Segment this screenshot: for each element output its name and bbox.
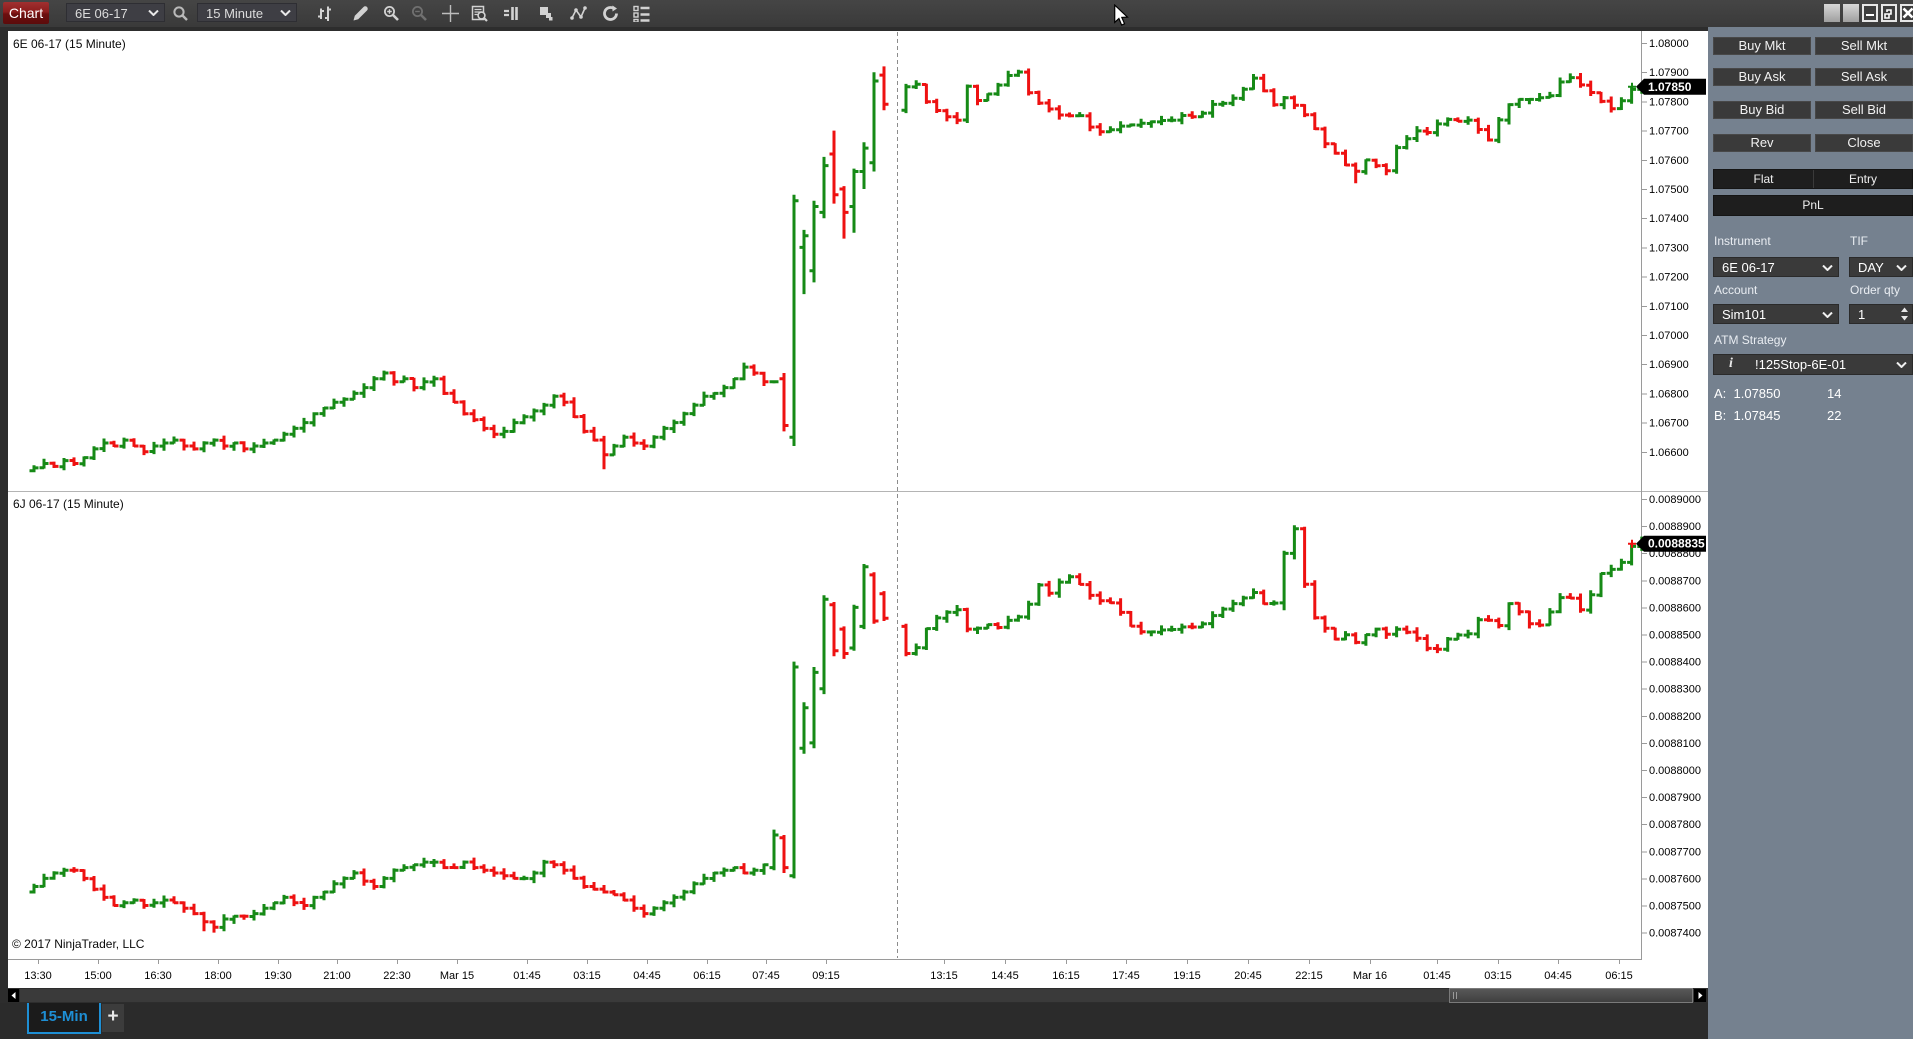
svg-text:0.0088000: 0.0088000 — [1649, 765, 1701, 777]
svg-text:0.0089000: 0.0089000 — [1649, 494, 1701, 506]
svg-text:04:45: 04:45 — [633, 970, 661, 982]
svg-text:0.0087800: 0.0087800 — [1649, 819, 1701, 831]
svg-text:07:45: 07:45 — [752, 970, 780, 982]
svg-text:© 2017 NinjaTrader, LLC: © 2017 NinjaTrader, LLC — [12, 937, 145, 951]
svg-text:1.06800: 1.06800 — [1649, 388, 1689, 400]
svg-text:1.07300: 1.07300 — [1649, 242, 1689, 254]
svg-text:1.07500: 1.07500 — [1649, 184, 1689, 196]
svg-text:22:15: 22:15 — [1295, 970, 1323, 982]
svg-text:6E 06-17 (15 Minute): 6E 06-17 (15 Minute) — [13, 37, 126, 51]
svg-text:0.0088400: 0.0088400 — [1649, 657, 1701, 669]
svg-text:1.06700: 1.06700 — [1649, 418, 1689, 430]
svg-text:15:00: 15:00 — [84, 970, 112, 982]
svg-text:13:15: 13:15 — [930, 970, 958, 982]
svg-text:0.0087600: 0.0087600 — [1649, 873, 1701, 885]
svg-text:06:15: 06:15 — [693, 970, 721, 982]
svg-text:17:45: 17:45 — [1112, 970, 1140, 982]
svg-text:19:15: 19:15 — [1173, 970, 1201, 982]
svg-text:04:45: 04:45 — [1544, 970, 1572, 982]
svg-text:03:15: 03:15 — [573, 970, 601, 982]
svg-text:01:45: 01:45 — [513, 970, 541, 982]
svg-text:09:15: 09:15 — [812, 970, 840, 982]
svg-text:0.0088200: 0.0088200 — [1649, 711, 1701, 723]
svg-text:14:45: 14:45 — [991, 970, 1019, 982]
svg-text:19:30: 19:30 — [264, 970, 292, 982]
svg-text:0.0088700: 0.0088700 — [1649, 575, 1701, 587]
svg-text:0.0087700: 0.0087700 — [1649, 846, 1701, 858]
svg-text:1.07200: 1.07200 — [1649, 272, 1689, 284]
svg-text:0.0088500: 0.0088500 — [1649, 630, 1701, 642]
svg-text:16:15: 16:15 — [1052, 970, 1080, 982]
svg-text:0.0087500: 0.0087500 — [1649, 901, 1701, 913]
svg-text:1.06900: 1.06900 — [1649, 359, 1689, 371]
svg-text:6J 06-17 (15 Minute): 6J 06-17 (15 Minute) — [13, 497, 124, 511]
svg-text:Mar 16: Mar 16 — [1353, 970, 1387, 982]
svg-text:1.07600: 1.07600 — [1649, 155, 1689, 167]
svg-text:0.0088900: 0.0088900 — [1649, 521, 1701, 533]
svg-text:03:15: 03:15 — [1484, 970, 1512, 982]
svg-text:1.07700: 1.07700 — [1649, 126, 1689, 138]
svg-text:1.08000: 1.08000 — [1649, 38, 1689, 50]
svg-text:Mar 15: Mar 15 — [440, 970, 474, 982]
svg-text:0.0087900: 0.0087900 — [1649, 792, 1701, 804]
svg-text:16:30: 16:30 — [144, 970, 172, 982]
svg-text:20:45: 20:45 — [1234, 970, 1262, 982]
svg-text:0.0088100: 0.0088100 — [1649, 738, 1701, 750]
svg-text:06:15: 06:15 — [1605, 970, 1633, 982]
svg-text:1.07400: 1.07400 — [1649, 213, 1689, 225]
svg-text:01:45: 01:45 — [1423, 970, 1451, 982]
svg-text:1.06600: 1.06600 — [1649, 447, 1689, 459]
svg-text:0.0088300: 0.0088300 — [1649, 684, 1701, 696]
svg-text:1.07000: 1.07000 — [1649, 330, 1689, 342]
svg-text:0.0087400: 0.0087400 — [1649, 928, 1701, 940]
svg-text:1.07850: 1.07850 — [1648, 80, 1692, 94]
svg-text:1.07800: 1.07800 — [1649, 96, 1689, 108]
svg-text:1.07900: 1.07900 — [1649, 67, 1689, 79]
svg-text:0.0088600: 0.0088600 — [1649, 602, 1701, 614]
svg-text:22:30: 22:30 — [383, 970, 411, 982]
svg-text:21:00: 21:00 — [323, 970, 351, 982]
svg-text:0.0088835: 0.0088835 — [1648, 537, 1705, 551]
svg-text:18:00: 18:00 — [204, 970, 232, 982]
svg-text:13:30: 13:30 — [24, 970, 52, 982]
svg-text:1.07100: 1.07100 — [1649, 301, 1689, 313]
